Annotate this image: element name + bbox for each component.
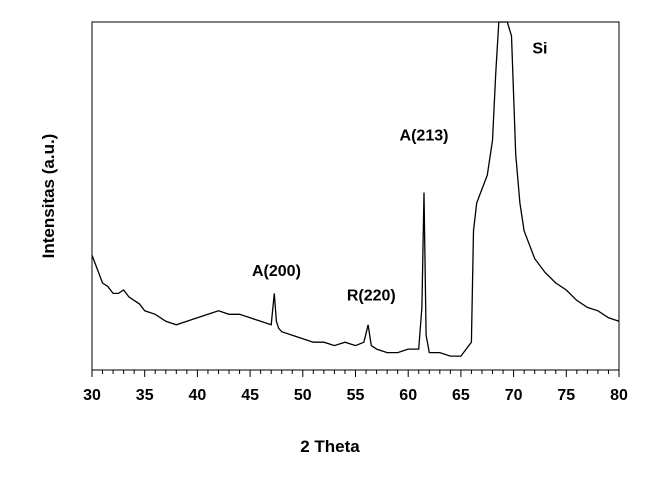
x-tick-label: 65 (452, 387, 470, 404)
peak-label: A(213) (400, 127, 449, 144)
peak-label: A(200) (252, 263, 301, 280)
x-tick-label: 70 (505, 387, 523, 404)
plot-frame (91, 21, 620, 371)
x-tick-label: 50 (294, 387, 312, 404)
x-tick-label: 75 (557, 387, 575, 404)
y-axis-title: Intensitas (a.u.) (39, 134, 58, 259)
x-tick-label: 80 (610, 387, 628, 404)
x-tick-label: 45 (241, 387, 259, 404)
x-tick-label: 55 (347, 387, 365, 404)
x-axis-title: 2 Theta (300, 437, 360, 456)
peak-label: R(220) (347, 287, 396, 304)
x-tick-label: 35 (136, 387, 154, 404)
series-line (91, 21, 620, 357)
x-tick-label: 60 (399, 387, 417, 404)
peak-label: Si (532, 40, 547, 57)
x-tick-label: 40 (189, 387, 207, 404)
x-axis-ticks (91, 370, 620, 377)
peak-annotations: A(200) R(220) A(213) Si (252, 40, 548, 304)
x-axis-tick-labels: 30 35 40 45 50 55 60 65 70 75 80 (83, 387, 628, 404)
x-tick-label: 30 (83, 387, 101, 404)
